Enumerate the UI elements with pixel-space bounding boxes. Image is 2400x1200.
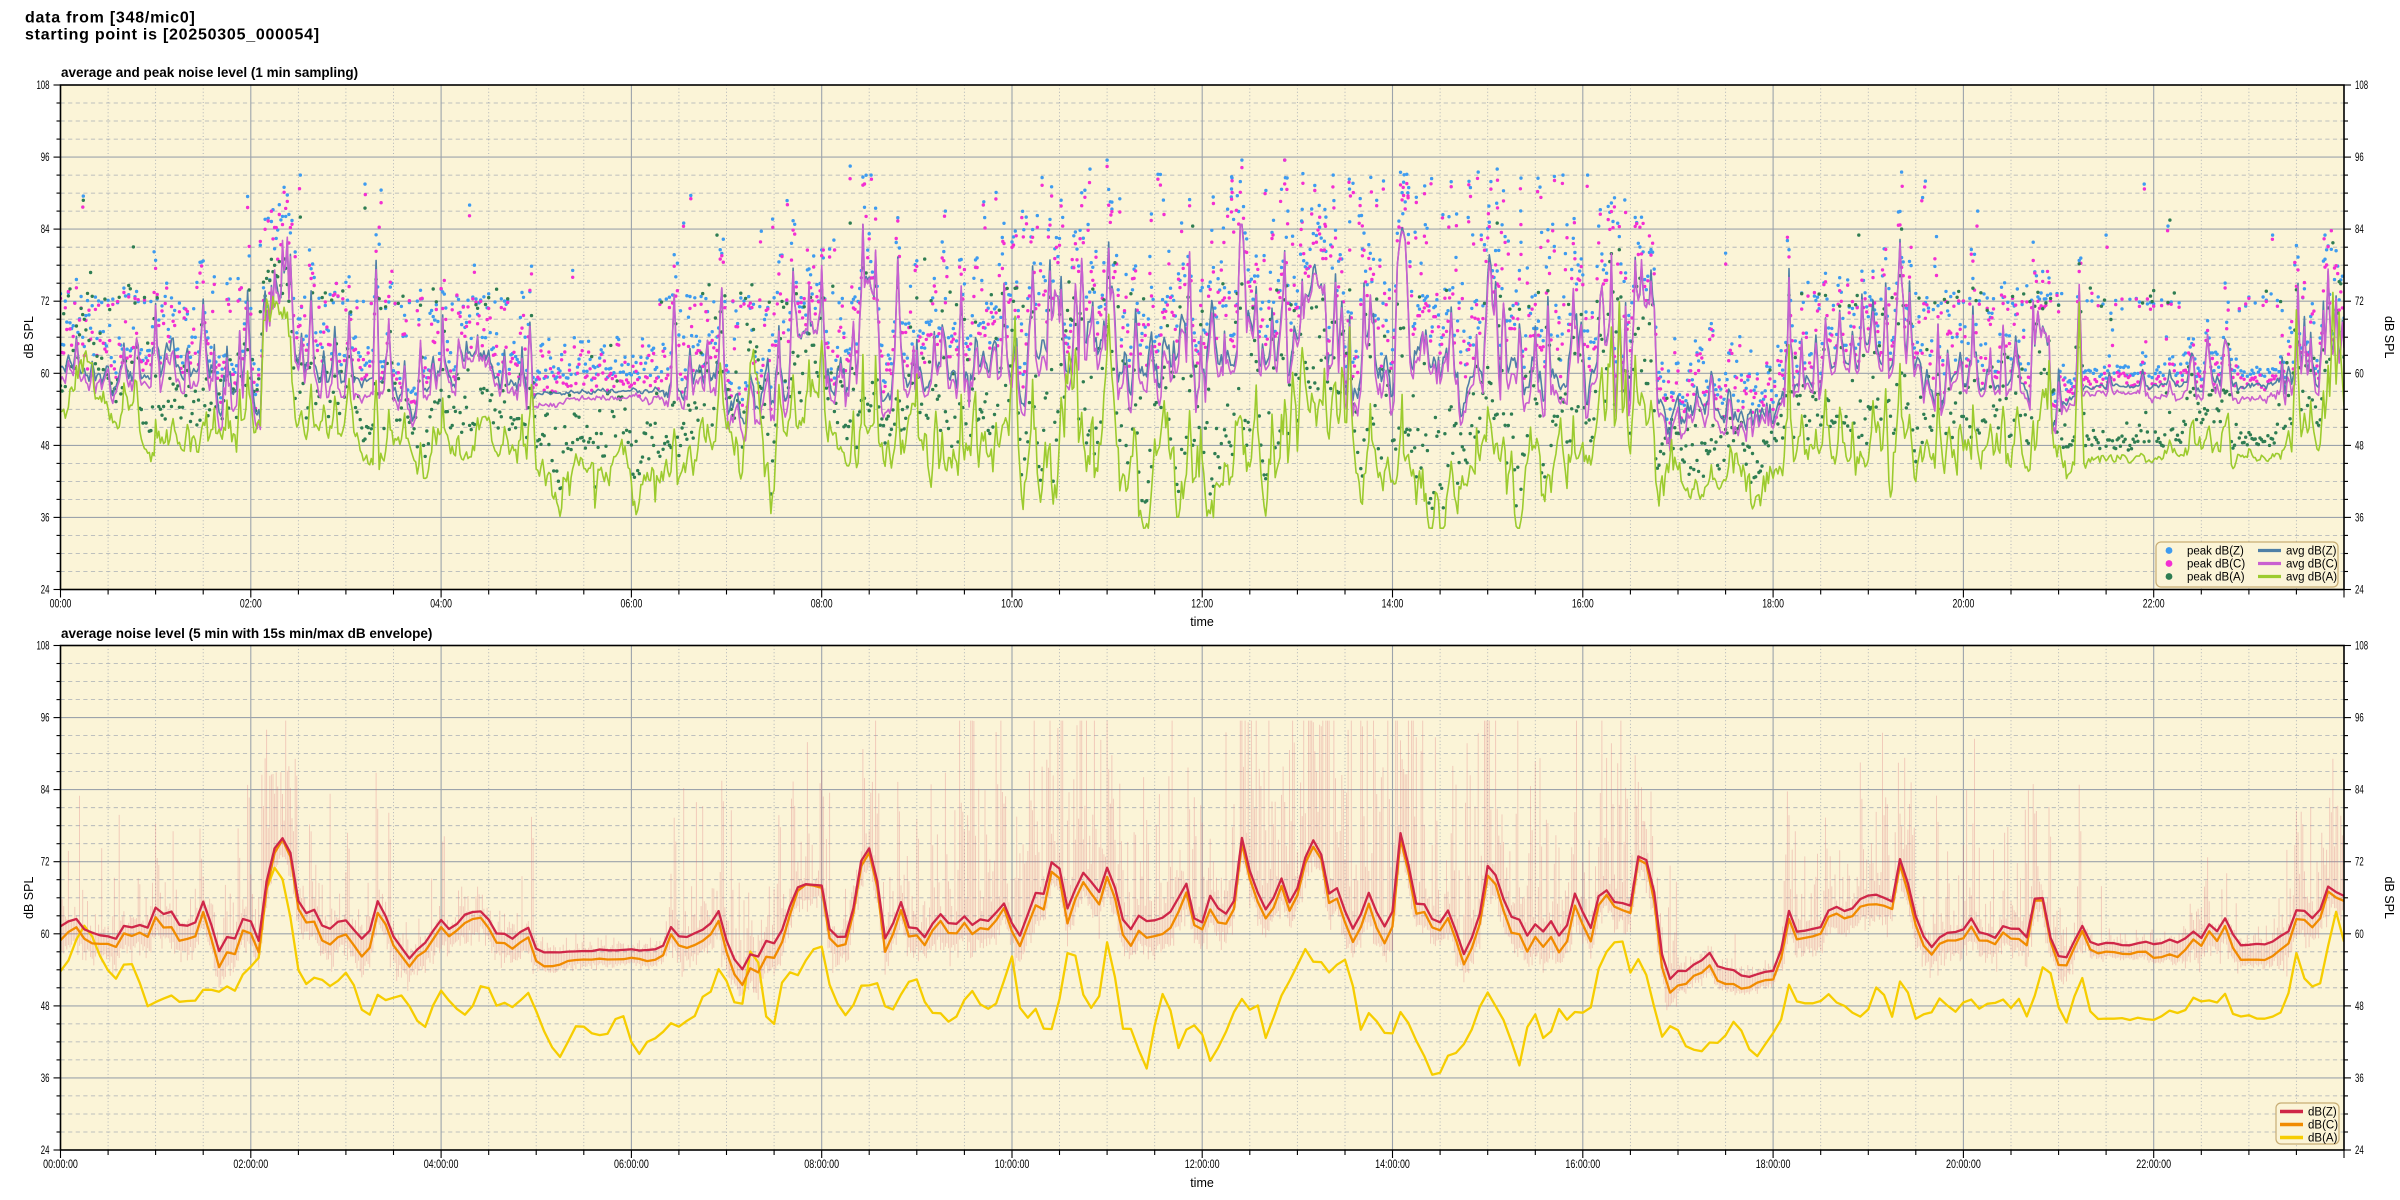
svg-text:avg dB(Z): avg dB(Z) — [2286, 546, 2337, 558]
svg-text:36: 36 — [41, 1071, 50, 1085]
svg-text:14:00:00: 14:00:00 — [1375, 1157, 1410, 1171]
svg-text:16:00:00: 16:00:00 — [1565, 1157, 1600, 1171]
svg-text:14:00: 14:00 — [1382, 597, 1404, 611]
svg-text:00:00:00: 00:00:00 — [43, 1157, 78, 1171]
svg-text:84: 84 — [41, 783, 50, 797]
svg-text:96: 96 — [41, 150, 50, 164]
svg-text:12:00:00: 12:00:00 — [1185, 1157, 1220, 1171]
svg-text:22:00:00: 22:00:00 — [2136, 1157, 2171, 1171]
svg-text:22:00: 22:00 — [2143, 597, 2165, 611]
svg-text:60: 60 — [2355, 927, 2364, 941]
svg-text:84: 84 — [2355, 783, 2364, 797]
svg-text:02:00:00: 02:00:00 — [233, 1157, 268, 1171]
svg-text:72: 72 — [41, 294, 50, 308]
svg-text:96: 96 — [41, 711, 50, 725]
svg-text:24: 24 — [2355, 583, 2364, 597]
svg-text:24: 24 — [41, 583, 50, 597]
svg-text:10:00: 10:00 — [1001, 597, 1023, 611]
svg-text:dB SPL: dB SPL — [22, 877, 36, 919]
svg-text:data from [348/mic0]: data from [348/mic0] — [25, 10, 196, 27]
svg-text:84: 84 — [2355, 222, 2364, 236]
svg-text:avg dB(A): avg dB(A) — [2286, 572, 2337, 584]
svg-text:72: 72 — [2355, 855, 2364, 869]
svg-text:06:00:00: 06:00:00 — [614, 1157, 649, 1171]
svg-text:dB SPL: dB SPL — [2382, 316, 2396, 358]
svg-text:84: 84 — [41, 222, 50, 236]
svg-text:108: 108 — [36, 78, 49, 92]
svg-text:108: 108 — [36, 639, 49, 653]
svg-text:08:00: 08:00 — [811, 597, 833, 611]
svg-text:dB SPL: dB SPL — [2382, 877, 2396, 919]
svg-text:dB(A): dB(A) — [2308, 1133, 2338, 1145]
svg-text:72: 72 — [41, 855, 50, 869]
svg-text:36: 36 — [2355, 510, 2364, 524]
svg-text:avg dB(C): avg dB(C) — [2286, 559, 2338, 571]
svg-text:06:00: 06:00 — [621, 597, 643, 611]
svg-text:108: 108 — [2355, 639, 2368, 653]
svg-text:96: 96 — [2355, 150, 2364, 164]
svg-text:dB SPL: dB SPL — [22, 316, 36, 358]
svg-text:60: 60 — [2355, 366, 2364, 380]
svg-text:48: 48 — [41, 999, 50, 1013]
svg-text:48: 48 — [41, 438, 50, 452]
svg-text:peak dB(Z): peak dB(Z) — [2187, 546, 2244, 558]
svg-text:108: 108 — [2355, 78, 2368, 92]
svg-text:time: time — [1190, 615, 1214, 629]
svg-text:04:00: 04:00 — [430, 597, 452, 611]
svg-text:72: 72 — [2355, 294, 2364, 308]
svg-text:18:00:00: 18:00:00 — [1756, 1157, 1791, 1171]
svg-text:18:00: 18:00 — [1762, 597, 1784, 611]
svg-text:36: 36 — [41, 510, 50, 524]
svg-text:48: 48 — [2355, 438, 2364, 452]
svg-text:00:00: 00:00 — [50, 597, 72, 611]
svg-text:36: 36 — [2355, 1071, 2364, 1085]
svg-text:24: 24 — [41, 1143, 50, 1157]
svg-text:10:00:00: 10:00:00 — [995, 1157, 1030, 1171]
svg-text:16:00: 16:00 — [1572, 597, 1594, 611]
svg-text:96: 96 — [2355, 711, 2364, 725]
svg-text:average noise level (5 min wit: average noise level (5 min with 15s min/… — [61, 626, 432, 641]
svg-text:average and peak noise level (: average and peak noise level (1 min samp… — [61, 65, 358, 80]
svg-text:20:00:00: 20:00:00 — [1946, 1157, 1981, 1171]
svg-text:60: 60 — [41, 927, 50, 941]
svg-text:12:00: 12:00 — [1191, 597, 1213, 611]
svg-text:48: 48 — [2355, 999, 2364, 1013]
svg-text:peak dB(C): peak dB(C) — [2187, 559, 2245, 571]
svg-text:24: 24 — [2355, 1143, 2364, 1157]
svg-text:20:00: 20:00 — [1953, 597, 1975, 611]
svg-text:dB(C): dB(C) — [2308, 1120, 2338, 1132]
svg-text:starting point is [20250305_00: starting point is [20250305_000054] — [25, 27, 320, 44]
svg-text:08:00:00: 08:00:00 — [804, 1157, 839, 1171]
svg-text:60: 60 — [41, 366, 50, 380]
svg-text:04:00:00: 04:00:00 — [424, 1157, 459, 1171]
svg-text:dB(Z): dB(Z) — [2308, 1107, 2337, 1119]
svg-text:time: time — [1190, 1176, 1214, 1190]
svg-text:02:00: 02:00 — [240, 597, 262, 611]
svg-text:peak dB(A): peak dB(A) — [2187, 572, 2245, 584]
